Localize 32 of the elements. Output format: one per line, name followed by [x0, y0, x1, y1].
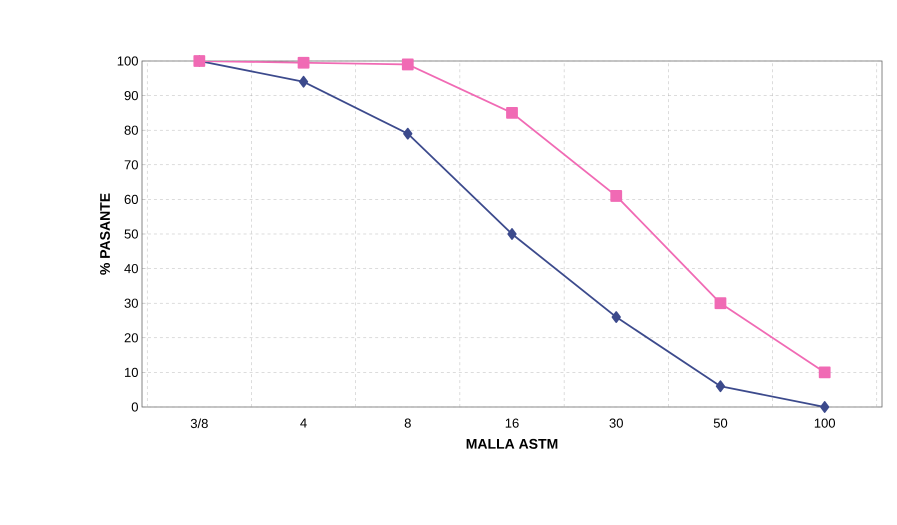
point: [612, 311, 621, 323]
point: [820, 401, 830, 413]
y-tick-label: 50: [124, 229, 138, 239]
point: [298, 56, 310, 69]
y-tick-label: 0: [132, 402, 138, 412]
y-tick-label: 20: [124, 333, 138, 342]
y-tick-label: 90: [124, 90, 138, 100]
point: [610, 190, 622, 202]
point: [716, 380, 726, 392]
point: [818, 366, 831, 378]
x-tick-label: 4: [300, 418, 307, 428]
x-tick-label: 8: [404, 418, 411, 428]
point: [402, 58, 414, 70]
point: [298, 76, 308, 88]
y-tick-label: 80: [124, 126, 138, 135]
y-tick-label: 10: [125, 368, 138, 377]
point: [403, 128, 412, 140]
x-tick-label: 100: [814, 418, 836, 428]
x-tick-label: 30: [610, 418, 623, 428]
y-tick-label: 30: [124, 298, 138, 308]
x-tick-label: 3/8: [190, 418, 208, 428]
y-axis-title: % PASANTE: [100, 193, 110, 275]
x-axis-title: MALLA ASTM: [466, 438, 558, 449]
y-tick-label: 70: [124, 160, 138, 170]
y-tick-label: 100: [118, 56, 138, 66]
point: [714, 297, 726, 310]
y-tick-label: 60: [124, 194, 138, 204]
y-tick-label: 40: [124, 264, 138, 274]
point: [507, 228, 517, 240]
point: [506, 106, 518, 119]
x-tick-label: 50: [714, 418, 728, 428]
x-tick-label: 16: [506, 418, 519, 428]
